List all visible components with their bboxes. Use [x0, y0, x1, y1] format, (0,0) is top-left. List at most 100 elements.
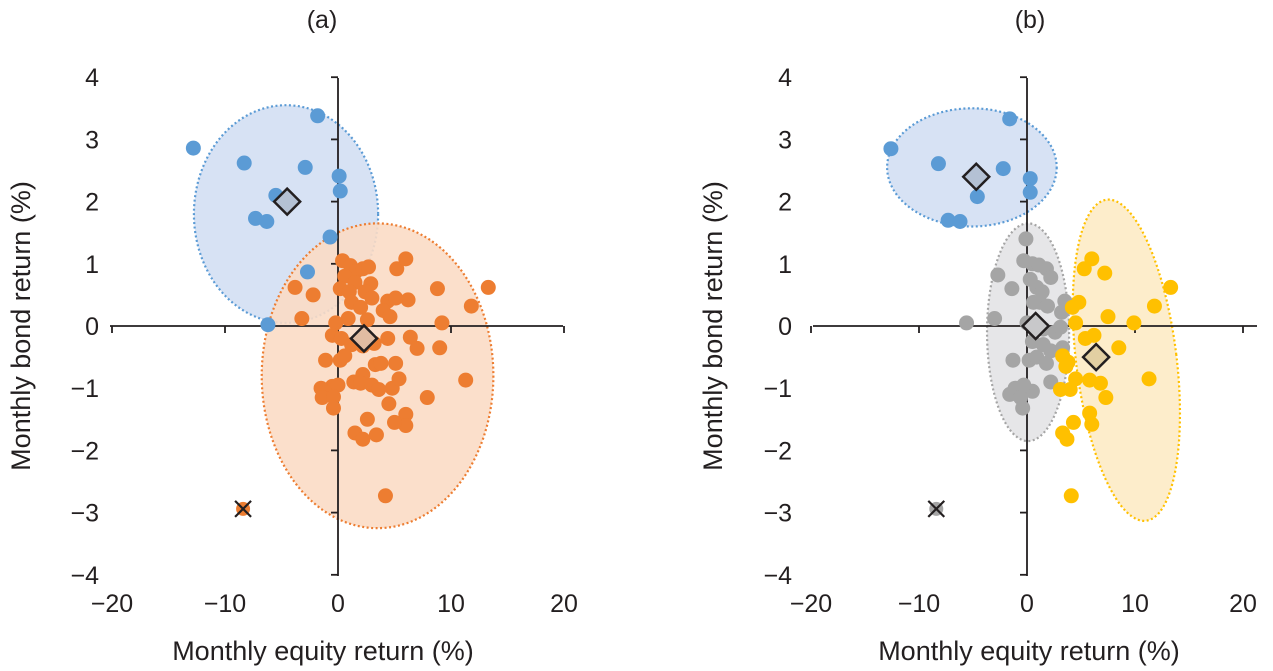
cluster-yellow-point	[1126, 315, 1142, 331]
cluster-orange-point	[287, 279, 303, 295]
cluster-blue-point	[322, 229, 338, 245]
cluster-yellow-point	[1084, 251, 1100, 267]
y-tick-label: −3	[763, 500, 792, 528]
panel-b-x-axis-title: Monthly equity return (%)	[878, 636, 1180, 666]
cluster-orange-point	[480, 279, 496, 295]
y-tick-label: 4	[85, 64, 99, 92]
cluster-blue-point	[259, 214, 275, 230]
cluster-yellow-point	[1111, 340, 1127, 356]
cluster-blue-point	[332, 183, 348, 199]
cluster-orange-point	[377, 488, 393, 504]
outlier-x-marker	[927, 500, 946, 518]
cluster-gray-point	[959, 315, 975, 331]
cluster-orange-point	[328, 315, 344, 331]
cluster-yellow-point	[1163, 279, 1179, 295]
cluster-orange-point	[325, 400, 341, 416]
cluster-blue-point	[248, 210, 264, 226]
x-tick-label: 10	[1121, 590, 1149, 618]
cluster-orange-point	[398, 251, 414, 267]
cluster-gray-point	[1052, 319, 1068, 335]
cluster-orange-point	[388, 290, 404, 306]
cluster-orange-point	[389, 261, 405, 277]
cluster-orange-point	[371, 381, 387, 397]
cluster-orange-point	[434, 315, 450, 331]
x-tick-label: 0	[1020, 590, 1034, 618]
cluster-blue-point	[930, 156, 946, 172]
cluster-orange-point	[382, 309, 398, 325]
cluster-yellow-point	[1064, 299, 1080, 315]
cluster-blue-point	[236, 155, 252, 171]
panel-a-title: (a)	[307, 6, 338, 34]
cluster-yellow-point	[1098, 390, 1114, 406]
cluster-yellow-ellipse	[1071, 198, 1182, 522]
cluster-yellow-point	[1084, 416, 1100, 432]
cluster-gray-point	[1018, 231, 1034, 247]
cluster-orange-point	[359, 411, 375, 427]
y-tick-label: 0	[85, 313, 99, 341]
y-tick-label: 2	[778, 189, 792, 217]
cluster-yellow-point	[1063, 488, 1079, 504]
cluster-orange-point	[355, 431, 371, 447]
x-tick-label: 0	[331, 590, 345, 618]
cluster-orange-point	[388, 355, 404, 371]
cluster-gray-point	[1038, 355, 1054, 371]
cluster-orange-point	[398, 406, 414, 422]
x-tick-label: −20	[91, 590, 133, 618]
cluster-orange-point	[387, 414, 402, 430]
cluster-orange-point	[429, 281, 445, 297]
y-tick-label: 1	[85, 251, 99, 279]
cluster-orange-point	[330, 377, 346, 393]
cluster-orange-point	[419, 390, 435, 406]
cluster-gray-point	[1015, 400, 1031, 416]
outlier-x-marker	[234, 500, 252, 518]
cluster-orange-point	[305, 287, 321, 303]
cluster-yellow-point	[1100, 309, 1116, 325]
cluster-orange-point	[398, 418, 414, 434]
cluster-blue-point	[185, 140, 201, 156]
y-tick-label: −4	[763, 562, 792, 590]
y-tick-label: 0	[778, 313, 792, 341]
cluster-orange-point	[364, 290, 380, 306]
panel-b-y-axis-title: Monthly bond return (%)	[698, 181, 728, 471]
cluster-gray-point	[1005, 352, 1021, 368]
y-tick-label: 4	[778, 64, 792, 92]
cluster-orange-point	[353, 375, 369, 391]
x-tick-label: 20	[1229, 590, 1257, 618]
x-tick-label: −10	[898, 590, 940, 618]
y-tick-label: −1	[70, 375, 99, 403]
cluster-yellow-point	[1086, 327, 1102, 343]
y-tick-label: 1	[778, 251, 792, 279]
y-tick-label: 3	[85, 126, 99, 154]
cluster-orange-point	[402, 329, 418, 345]
y-tick-label: −1	[763, 375, 792, 403]
cluster-yellow-centroid-diamond	[1081, 342, 1111, 372]
cluster-blue-point	[969, 189, 985, 205]
cluster-blue-point	[1002, 111, 1018, 127]
cluster-yellow-point	[1052, 381, 1068, 397]
cluster-orange-point	[361, 259, 377, 275]
cluster-yellow-point	[1092, 375, 1108, 391]
cluster-yellow-point	[1146, 298, 1162, 314]
x-tick-label: −10	[204, 590, 246, 618]
cluster-yellow-point	[1058, 358, 1074, 374]
x-tick-label: −20	[790, 590, 832, 618]
cluster-orange-point	[409, 340, 425, 356]
cluster-orange-point	[458, 372, 474, 388]
cluster-orange-point	[337, 348, 353, 364]
y-tick-label: −3	[70, 500, 99, 528]
cluster-orange-point	[400, 292, 416, 308]
cluster-orange-point	[340, 311, 356, 327]
x-tick-label: 20	[550, 590, 578, 618]
cluster-orange-point	[432, 340, 448, 356]
cluster-gray-point	[1004, 281, 1020, 297]
cluster-orange-point	[314, 390, 330, 406]
cluster-orange-centroid-diamond	[349, 323, 379, 354]
cluster-orange-point	[391, 371, 407, 387]
cluster-blue-point	[940, 212, 956, 228]
cluster-orange-point	[373, 355, 389, 371]
cluster-orange-point	[359, 312, 375, 328]
cluster-orange-point	[368, 427, 384, 443]
